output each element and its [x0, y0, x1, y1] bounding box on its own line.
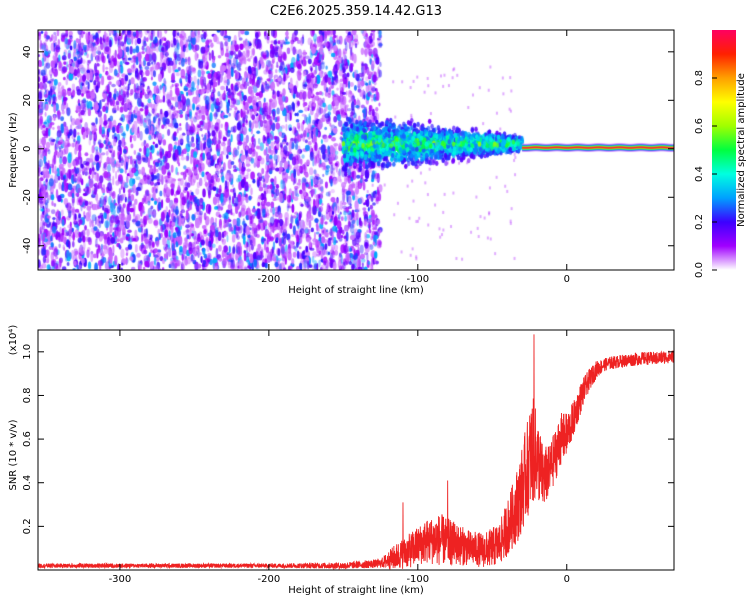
y-tick-label: -20 — [22, 189, 33, 205]
colorbar-tick-label: 0.4 — [694, 166, 705, 182]
spectrogram-x-axis: -300 -200 -100 0 — [109, 30, 570, 285]
x-tick-label: -100 — [406, 574, 429, 585]
colorbar-axis: 0.0 0.2 0.4 0.6 0.8 — [694, 70, 717, 278]
spectrogram-raster — [38, 30, 674, 270]
snr-x-label: Height of straight line (km) — [288, 585, 424, 596]
colorbar-tick-label: 0.6 — [694, 118, 705, 134]
spectrogram-image — [38, 30, 674, 270]
y-tick-label: 0.4 — [22, 475, 33, 491]
spectrogram-frame — [37, 29, 675, 271]
y-tick-label: 20 — [22, 94, 33, 107]
snr-y-axis: 0.2 0.4 0.6 0.8 1.0 — [22, 344, 674, 534]
x-tick-label: -200 — [258, 574, 281, 585]
colorbar-label: Normalized spectral amplitude — [736, 73, 747, 227]
figure-title: C2E6.2025.359.14.42.G13 — [270, 4, 442, 19]
snr-y-label: SNR (10 * v/v) — [8, 419, 19, 490]
y-tick-label: 0 — [22, 146, 33, 152]
snr-x-axis: -300 -200 -100 0 — [109, 330, 570, 585]
x-tick-label: -300 — [109, 274, 132, 285]
y-tick-label: 40 — [22, 45, 33, 58]
y-tick-label: 0.8 — [22, 388, 33, 404]
snr-panel: -300 -200 -100 0 0.2 0.4 0.6 0.8 1.0 Height of … — [8, 325, 675, 596]
spectrogram-x-label: Height of straight line (km) — [288, 285, 424, 296]
y-tick-label: 0.6 — [22, 431, 33, 447]
colorbar-tick-label: 0.0 — [694, 262, 705, 278]
snr-series — [38, 334, 674, 570]
colorbar-gradient — [712, 30, 736, 270]
colorbar-tick-label: 0.8 — [694, 70, 705, 86]
colorbar-tick-label: 0.2 — [694, 214, 705, 230]
x-tick-label: -200 — [258, 274, 281, 285]
snr-frame — [37, 329, 675, 571]
snr-y-multiplier: (x10⁴) — [8, 325, 19, 356]
y-tick-label: 0.2 — [22, 518, 33, 534]
x-tick-label: 0 — [564, 574, 570, 585]
x-tick-label: -100 — [406, 274, 429, 285]
x-tick-label: -300 — [109, 574, 132, 585]
y-tick-label: -40 — [22, 238, 33, 254]
spectrogram-y-axis: -40 -20 0 20 40 — [22, 45, 674, 254]
spectrogram-y-label: Frequency (Hz) — [8, 112, 19, 188]
snr-series-line — [38, 334, 674, 570]
colorbar: 0.0 0.2 0.4 0.6 0.8 Normalized spectral ampl… — [694, 30, 747, 278]
y-tick-label: 1.0 — [22, 344, 33, 360]
x-tick-label: 0 — [564, 274, 570, 285]
